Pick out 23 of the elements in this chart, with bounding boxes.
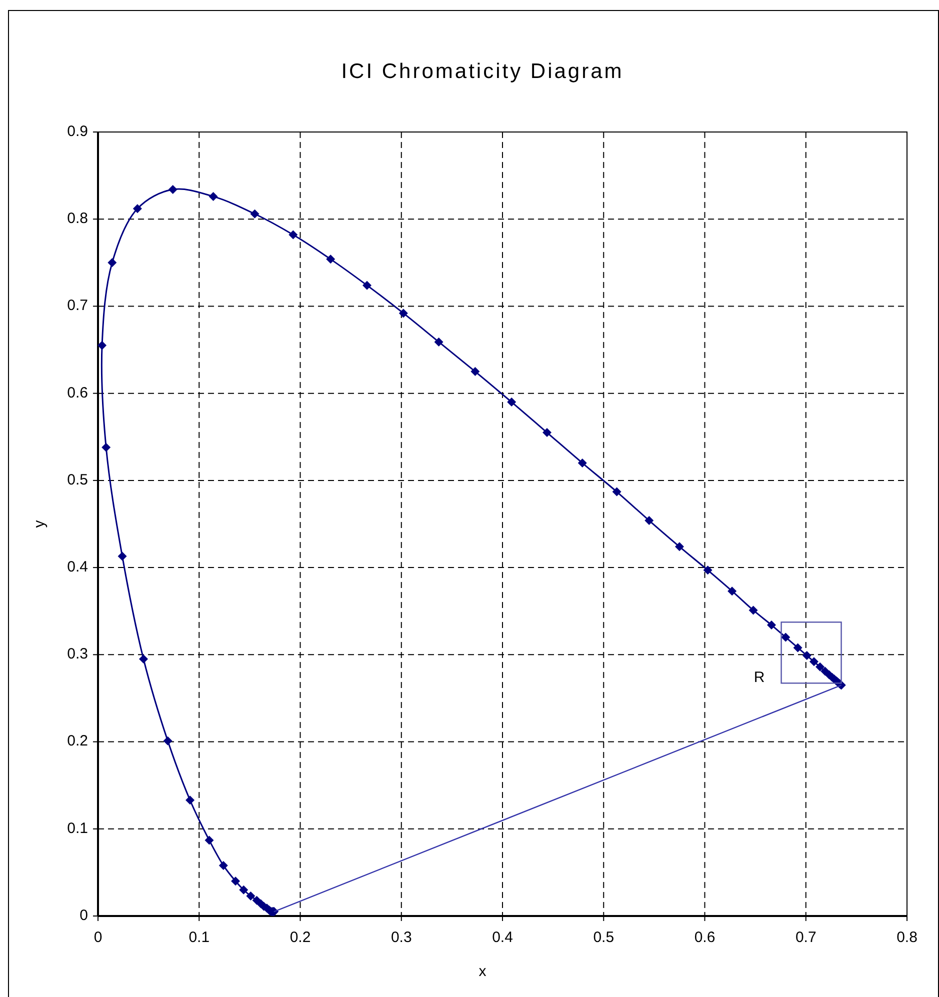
y-tick-label: 0.2 bbox=[67, 732, 88, 750]
y-tick-label: 0.6 bbox=[67, 384, 88, 402]
x-tick-label: 0.1 bbox=[188, 929, 210, 946]
y-tick-label: 0.5 bbox=[67, 471, 88, 488]
y-tick-label: 0.9 bbox=[67, 122, 88, 140]
x-tick-label: 0.7 bbox=[795, 929, 816, 946]
x-tick-label: 0.5 bbox=[593, 929, 614, 946]
y-tick-label: 0.7 bbox=[67, 297, 88, 314]
x-tick-label: 0.8 bbox=[896, 929, 918, 946]
x-tick-label: 0.2 bbox=[290, 929, 311, 946]
y-axis-title: y bbox=[31, 520, 48, 528]
y-tick-label: 0.3 bbox=[67, 646, 88, 663]
y-tick-label: 0.4 bbox=[67, 558, 88, 576]
x-tick-label: 0.3 bbox=[390, 929, 412, 946]
y-tick-label: 0 bbox=[80, 906, 88, 924]
annotation: R bbox=[754, 669, 765, 686]
y-tick-label: 0.1 bbox=[67, 820, 88, 837]
x-axis-title: x bbox=[478, 963, 487, 980]
chart-title: ICI Chromaticity Diagram bbox=[341, 60, 624, 83]
x-tick-label: 0.4 bbox=[492, 929, 513, 946]
y-tick-label: 0.8 bbox=[67, 210, 88, 228]
x-tick-label: 0 bbox=[94, 929, 102, 946]
x-tick-label: 0.6 bbox=[694, 929, 716, 946]
